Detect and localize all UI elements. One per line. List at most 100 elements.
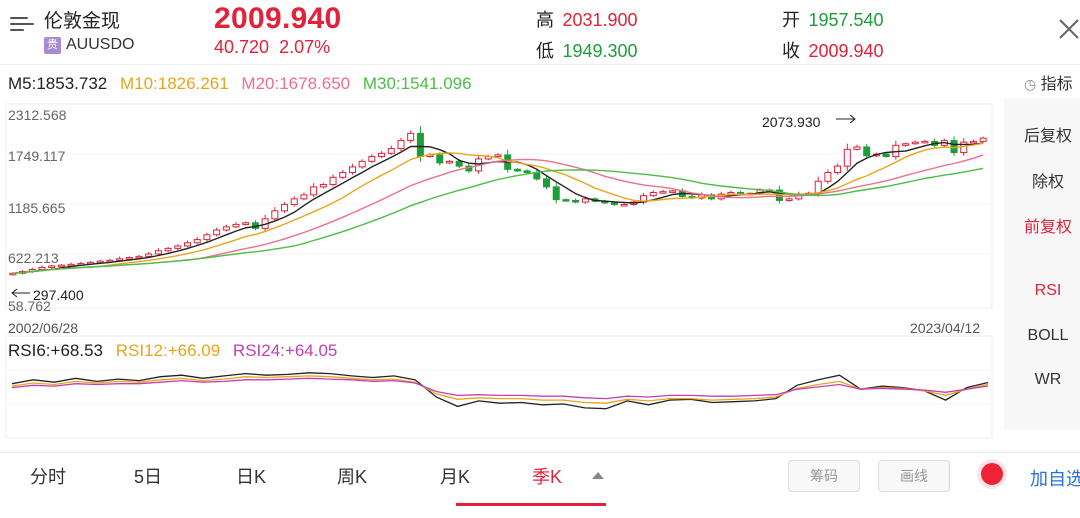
candle-body [339, 172, 347, 178]
candle-body [281, 203, 289, 212]
indicator-button[interactable]: ◷ 指标 [1024, 70, 1073, 94]
tab-weekly[interactable]: 周K [337, 467, 368, 487]
open-label: 开 [782, 10, 800, 30]
candle-body [853, 146, 861, 150]
close-icon[interactable] [1056, 16, 1080, 42]
candle-body [649, 191, 657, 197]
ma30-line [12, 167, 984, 274]
candle-body [552, 186, 560, 201]
y-tick-label: 1185.665 [8, 200, 66, 216]
candle-body [814, 180, 822, 194]
candle-body [911, 141, 919, 145]
header-divider [0, 64, 1080, 65]
candle-body [203, 234, 211, 241]
candle-body [125, 257, 133, 260]
rsi12-line [11, 375, 989, 404]
ma10-line [12, 142, 984, 274]
candle-body [921, 140, 929, 144]
side-item-ex-rights[interactable]: 除权 [1031, 174, 1064, 191]
price-change: 40.720 2.07% [214, 37, 330, 58]
candle-body [164, 247, 172, 252]
rsi12-label: RSI12:+66.09 [115, 341, 221, 360]
candle-body [358, 160, 366, 168]
candle-body [145, 253, 153, 257]
candle-body [48, 265, 56, 269]
candle-body [455, 160, 463, 167]
candle-body [174, 245, 182, 249]
ma-lines-group [12, 141, 984, 274]
open-value: 1957.540 [808, 10, 884, 30]
tab-intraday[interactable]: 分时 [30, 467, 66, 487]
candle-body [882, 153, 890, 158]
rsi6-label: RSI6:+68.53 [8, 341, 103, 360]
tab-quarterly[interactable]: 季K [532, 467, 563, 487]
candle-body [135, 255, 143, 259]
candle-body [368, 156, 376, 162]
candle-body [290, 198, 298, 205]
candle-body [572, 199, 580, 203]
tab-5day[interactable]: 5日 [134, 467, 163, 487]
candle-body [271, 210, 279, 220]
tab-monthly[interactable]: 月K [440, 467, 471, 487]
candle-body [950, 140, 958, 154]
draw-line-button[interactable]: 画线 [878, 460, 950, 492]
indicator-icon: ◷ [1024, 76, 1037, 92]
candle-body [494, 154, 502, 158]
side-panel: 后复权 除权 前复权 RSI BOLL WR [1004, 98, 1080, 430]
side-item-post-adjusted[interactable]: 后复权 [1023, 128, 1072, 145]
add-watchlist-button[interactable]: 加自选 [1030, 469, 1080, 489]
y-tick-label: 58.762 [8, 298, 51, 314]
candle-body [979, 137, 987, 142]
rsi-panel-frame [5, 335, 993, 439]
candle-body [57, 264, 65, 268]
max-arrow-icon [836, 114, 856, 124]
stat-high: 高 2031.900 [536, 6, 638, 32]
side-item-pre-adjusted[interactable]: 前复权 [1023, 219, 1072, 236]
close-value: 2009.940 [808, 41, 884, 61]
candle-body [581, 198, 589, 203]
candle-body [116, 258, 124, 261]
candle-body [242, 222, 250, 225]
candle-body [436, 154, 444, 164]
asset-code: AUUSDO [66, 36, 135, 53]
low-value: 1949.300 [562, 41, 638, 61]
period-dropdown-icon[interactable] [592, 472, 604, 479]
candle-body [610, 202, 618, 205]
candle-body [843, 148, 851, 167]
tab-daily[interactable]: 日K [236, 467, 267, 487]
candle-body [445, 160, 453, 164]
candle-body [9, 272, 17, 276]
rsi24-line [11, 377, 989, 400]
side-item-rsi[interactable]: RSI [1034, 282, 1062, 299]
max-annotation: 2073.930 [762, 114, 821, 130]
ma5-label: M5:1853.732 [8, 74, 108, 93]
menu-icon[interactable] [10, 12, 36, 36]
low-label: 低 [536, 41, 554, 61]
kline-chart[interactable]: 2312.568 1749.117 1185.665 622.213 58.76… [0, 100, 1000, 440]
rsi-legend: RSI6:+68.53 RSI12:+66.09 RSI24:+64.05 [8, 341, 345, 361]
candle-body [348, 166, 356, 174]
candle-body [300, 194, 308, 200]
candle-body [620, 203, 628, 207]
candle-body [397, 140, 405, 150]
candle-body [533, 172, 541, 180]
high-value: 2031.900 [562, 10, 638, 30]
indicator-label: 指标 [1040, 76, 1073, 93]
rsi6-line [11, 372, 989, 410]
side-item-wr[interactable]: WR [1034, 371, 1062, 388]
candle-body [222, 226, 230, 231]
candle-body [863, 146, 871, 157]
chips-button[interactable]: 筹码 [788, 460, 860, 492]
candle-body [659, 191, 667, 194]
side-item-boll[interactable]: BOLL [1027, 327, 1069, 344]
min-arrow-icon [11, 288, 30, 298]
candle-body [513, 168, 521, 172]
candle-body [213, 229, 221, 236]
change-value: 40.720 [214, 37, 270, 57]
candle-body [824, 172, 832, 182]
candle-body [319, 183, 327, 188]
bottom-divider [0, 452, 1080, 453]
rsi-lines-group [11, 372, 989, 410]
candle-body [902, 143, 910, 146]
record-icon[interactable] [981, 463, 1003, 485]
